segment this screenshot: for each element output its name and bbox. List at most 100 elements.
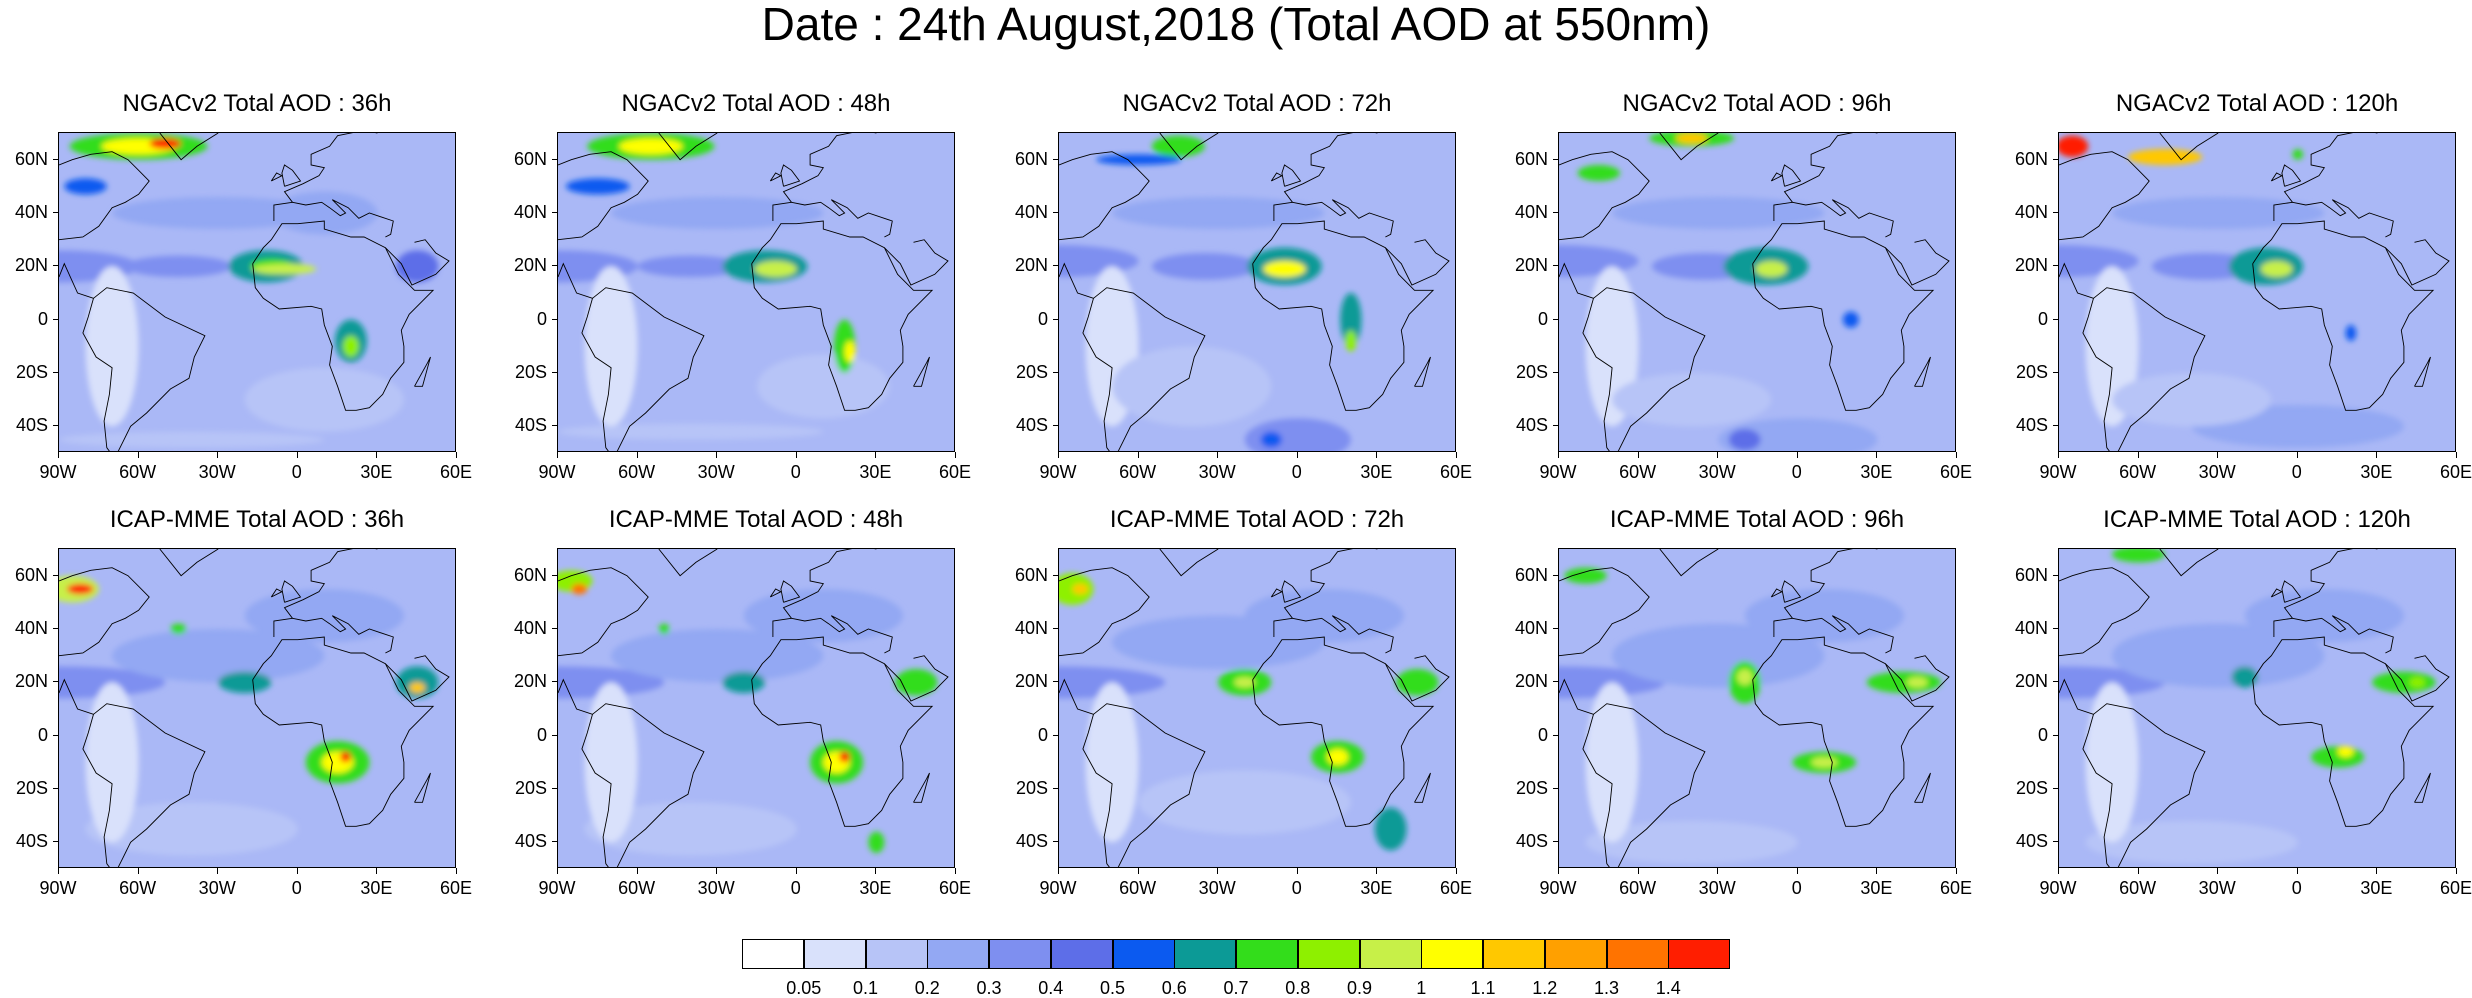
lat-tick [2053,734,2058,736]
lon-tick-label: 60W [618,878,656,898]
lon-tick [58,868,59,874]
aod-field [59,549,450,867]
colorbar-swatch [989,939,1051,969]
aod-band [1244,589,1404,643]
lon-tick-label: 90W [1039,462,1077,482]
lat-tick [53,681,58,683]
lon-tick [1558,452,1559,458]
coastline [2059,262,2094,299]
aod-map [557,132,955,452]
lon-tick [716,452,718,458]
coastline [751,220,934,411]
aod-map [2058,132,2456,452]
coastline [751,636,934,827]
aod-map [58,132,456,452]
coastline [82,703,206,867]
lat-tick [1553,788,1558,789]
lat-tick [53,788,58,789]
lat-tick [1053,265,1058,267]
lon-tick [2296,868,2298,874]
lat-tick-label: 60N [1514,148,1548,169]
lat-tick [552,318,557,320]
coastline [780,580,801,603]
coastline [159,133,219,161]
panel-title: ICAP-MME Total AOD : 120h [2103,506,2411,533]
lat-tick [2053,158,2058,160]
lon-tick [2058,452,2059,458]
aod-band [637,255,744,277]
lat-tick-label: 40S [514,831,547,852]
coastline [791,615,893,654]
aod-plume [2231,666,2258,688]
coastline [414,356,431,387]
aod-band [2059,245,2139,277]
coastline [1559,151,1650,241]
lat-tick [552,158,557,160]
aod-plume [619,138,683,155]
lon-tick-label: 30W [697,878,735,898]
coastline [1414,772,1431,803]
coastline [1270,588,1283,598]
lat-tick [53,841,58,843]
colorbar [742,939,1731,969]
aod-band [244,367,404,432]
aod-band [1559,245,1639,277]
lat-tick-label: 60N [1514,564,1548,585]
lon-tick-label: 60W [119,878,157,898]
lat-tick [53,372,58,373]
figure-title: Date : 24th August,2018 (Total AOD at 55… [761,0,1711,50]
panel-title: ICAP-MME Total AOD : 48h [608,506,904,533]
lon-tick [1137,868,1139,874]
lat-tick-label: 20N [2014,255,2048,276]
colorbar-label: 1.2 [1532,978,1558,998]
colorbar-label: 0.4 [1038,978,1064,998]
lon-tick [296,868,298,874]
coastline [772,549,877,637]
lat-tick [1053,425,1058,427]
colorbar-swatch [1483,939,1545,969]
coastline [270,588,283,598]
coastline [1385,239,1450,286]
aod-band [125,255,232,277]
aod-band [757,354,890,419]
aod-field [558,133,949,451]
aod-band [85,682,139,843]
coastline [2059,567,2150,657]
lat-tick [1053,681,1058,683]
lat-tick-label: 40S [514,415,547,436]
aod-band [2085,821,2298,864]
coastline [1792,615,1894,654]
lat-tick-label: 40N [1514,618,1548,638]
lat-tick-label: 0 [1037,308,1048,329]
colorbar-label: 0.7 [1223,978,1249,998]
coastline [884,655,949,702]
coastline [2281,164,2302,187]
lat-tick-label: 0 [37,724,48,745]
lat-tick [552,574,557,576]
lon-tick [1376,452,1378,458]
lon-tick [1876,452,1878,458]
lon-tick [296,452,298,458]
lon-tick-label: 60W [119,462,157,482]
lat-tick-label: 20S [15,778,48,798]
lon-tick [875,452,877,458]
lat-tick-label: 20S [1015,778,1048,798]
lat-tick-label: 40N [2014,202,2048,222]
coastline [658,133,718,161]
aod-plume [340,751,351,763]
coastline [2414,356,2431,387]
coastline [1885,655,1950,702]
lon-tick-label: 30E [1860,878,1893,898]
lat-tick-label: 20N [14,255,48,276]
lon-tick-label: 60W [1619,878,1657,898]
aod-plume [1340,293,1362,347]
lon-tick [1876,868,1878,874]
lat-tick [1553,318,1558,320]
aod-plume [571,583,588,595]
aod-field [59,133,450,451]
lon-tick-label: 30E [2360,462,2393,482]
lon-tick-label: 90W [1039,878,1077,898]
lat-tick [2053,212,2058,213]
lat-tick-label: 20N [513,255,547,276]
lon-tick [376,452,378,458]
